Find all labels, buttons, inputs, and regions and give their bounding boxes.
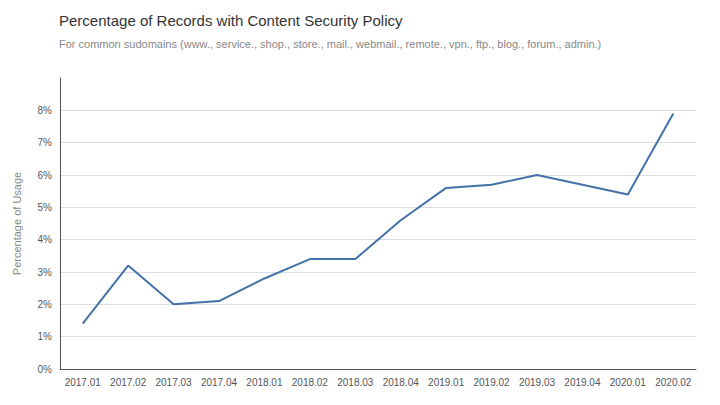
svg-text:5%: 5% <box>38 202 53 213</box>
svg-text:4%: 4% <box>38 234 53 245</box>
svg-text:2017.02: 2017.02 <box>110 377 147 388</box>
svg-text:3%: 3% <box>38 267 53 278</box>
svg-text:2018.01: 2018.01 <box>246 377 283 388</box>
svg-text:8%: 8% <box>38 105 53 116</box>
svg-text:2%: 2% <box>38 299 53 310</box>
svg-text:2019.03: 2019.03 <box>519 377 556 388</box>
svg-text:6%: 6% <box>38 170 53 181</box>
svg-text:2020.02: 2020.02 <box>655 377 692 388</box>
svg-text:Percentage of Usage: Percentage of Usage <box>11 172 23 275</box>
svg-text:1%: 1% <box>38 331 53 342</box>
svg-text:2018.03: 2018.03 <box>337 377 374 388</box>
svg-text:2019.02: 2019.02 <box>473 377 510 388</box>
svg-text:0%: 0% <box>38 364 53 375</box>
svg-text:2018.04: 2018.04 <box>383 377 420 388</box>
svg-text:2020.01: 2020.01 <box>610 377 647 388</box>
svg-text:7%: 7% <box>38 137 53 148</box>
svg-text:2017.01: 2017.01 <box>65 377 102 388</box>
svg-text:2019.04: 2019.04 <box>564 377 601 388</box>
svg-text:Percentage of Records with Con: Percentage of Records with Content Secur… <box>59 12 403 29</box>
svg-text:2017.04: 2017.04 <box>201 377 238 388</box>
svg-text:2018.02: 2018.02 <box>292 377 329 388</box>
svg-text:2019.01: 2019.01 <box>428 377 465 388</box>
svg-text:2017.03: 2017.03 <box>155 377 192 388</box>
svg-text:For common sudomains (www., se: For common sudomains (www., service., sh… <box>59 38 601 50</box>
